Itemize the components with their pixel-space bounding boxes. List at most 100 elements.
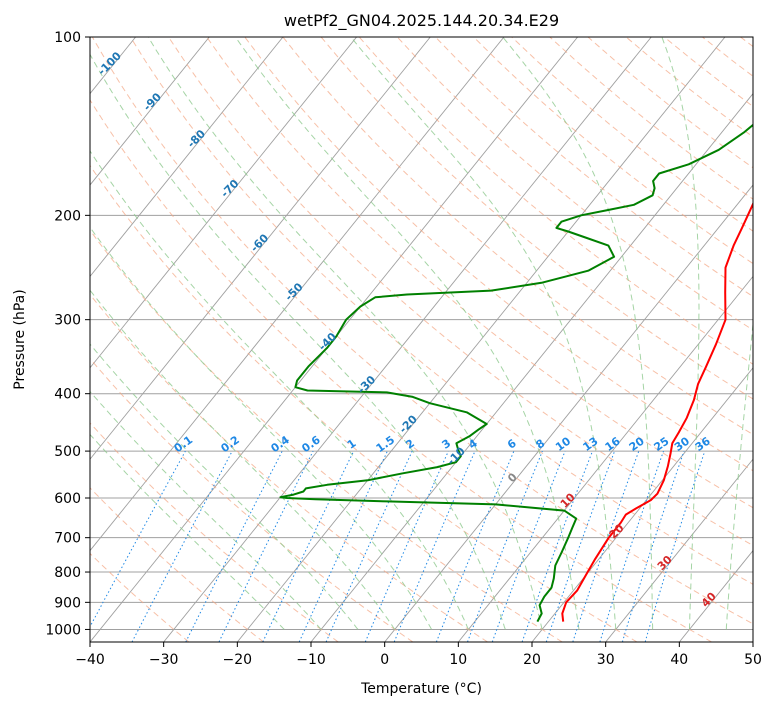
dry-adiabat-line: [321, 37, 775, 642]
moist-adiabat-line: [351, 37, 616, 629]
isotherm-line: [0, 37, 209, 642]
x-axis-label: Temperature (°C): [360, 681, 482, 697]
x-tick-label: 20: [523, 652, 541, 668]
isotherm-label: -100: [95, 49, 124, 78]
isotherm-line: [753, 37, 775, 642]
dry-adiabat-line: [0, 37, 264, 642]
y-tick-label: 100: [54, 30, 81, 46]
dry-adiabat-line: [0, 37, 413, 642]
mixing-ratio-label: 1.5: [374, 433, 397, 455]
mixing-ratio-label: 0.6: [299, 433, 323, 455]
dry-adiabat-line: [169, 37, 775, 642]
x-tick-label: −10: [296, 652, 326, 668]
mixing-ratio-line: [492, 451, 565, 642]
isotherm-line: [0, 37, 283, 642]
background-lines: [0, 37, 775, 642]
y-tick-label: 800: [54, 565, 81, 581]
x-tick-label: −20: [223, 652, 253, 668]
isotherm-line: [458, 37, 775, 642]
isotherm-label: 10: [558, 490, 578, 510]
y-tick-label: 200: [54, 208, 81, 224]
moist-adiabat-line: [726, 37, 774, 629]
mixing-ratio-line: [82, 451, 186, 642]
series-layer: [280, 37, 775, 622]
mixing-ratio-line: [522, 451, 592, 642]
x-tick-label: 50: [744, 652, 762, 668]
moist-adiabat-line: [662, 37, 699, 629]
y-tick-label: 700: [54, 531, 81, 547]
mixing-ratio-line: [468, 451, 543, 642]
y-tick-label: 400: [54, 387, 81, 403]
dry-adiabat-line: [702, 37, 775, 642]
dry-adiabat-line: [92, 37, 775, 642]
mixing-ratio-line: [365, 451, 448, 642]
isotherm-label: -70: [218, 177, 241, 200]
moist-adiabat-line: [27, 37, 469, 629]
isotherm-line: [0, 37, 62, 642]
moist-adiabat-line: [148, 37, 542, 629]
isotherm-label: -50: [282, 280, 305, 303]
isotherm-label: -40: [316, 330, 339, 353]
y-tick-label: 300: [54, 313, 81, 329]
dry-adiabat-line: [512, 37, 775, 642]
dewpoint-profile-line: [280, 37, 775, 622]
isotherm-line: [16, 37, 504, 642]
y-tick-label: 500: [54, 444, 81, 460]
dry-adiabat-line: [0, 37, 488, 642]
moist-adiabat-line: [0, 37, 321, 629]
isotherm-line: [311, 37, 775, 642]
mixing-ratio-line: [622, 451, 684, 642]
mixing-ratio-line: [186, 451, 282, 642]
x-tick-label: 30: [597, 652, 615, 668]
mixing-ratio-label: 4: [466, 437, 480, 452]
isotherm-line: [679, 37, 775, 642]
dry-adiabat-line: [0, 37, 189, 642]
x-tick-label: −40: [75, 652, 105, 668]
x-tick-label: 40: [670, 652, 688, 668]
mixing-ratio-line: [645, 451, 705, 642]
moist-adiabat-line: [81, 37, 506, 629]
mixing-ratio-label: 3: [440, 437, 454, 452]
y-axis-label: Pressure (hPa): [12, 289, 28, 389]
isotherm-label: -90: [141, 90, 164, 113]
mixing-ratio-line: [263, 451, 354, 642]
dry-adiabat-line: [0, 37, 562, 642]
mixing-ratio-line: [219, 451, 313, 642]
dry-adiabat-line: [741, 37, 775, 642]
mixing-ratio-label: 6: [505, 437, 519, 452]
mixing-ratio-label: 2: [403, 437, 417, 452]
dry-adiabat-line: [54, 37, 712, 642]
mixing-ratio-label: 0.4: [268, 433, 292, 455]
isotherm-line: [0, 37, 357, 642]
isotherm-label: 20: [607, 521, 627, 541]
y-tick-label: 900: [54, 595, 81, 611]
isotherm-line: [532, 37, 775, 642]
dry-adiabat-line: [588, 37, 775, 642]
isotherm-label: 40: [699, 590, 719, 610]
chart-title: wetPf2_GN04.2025.144.20.34.E29: [284, 11, 559, 31]
isotherm-line: [385, 37, 775, 642]
isotherm-line: [237, 37, 725, 642]
x-tick-label: 0: [380, 652, 389, 668]
isotherm-label: -20: [397, 412, 420, 435]
mixing-ratio-label: 0.1: [172, 433, 195, 455]
mixing-ratio-label: 8: [534, 437, 548, 452]
x-tick-label: 10: [449, 652, 467, 668]
temperature-profile-line: [562, 37, 775, 622]
x-tick-label: −30: [149, 652, 179, 668]
moist-adiabat-line: [503, 37, 653, 629]
dry-adiabat-line: [474, 37, 775, 642]
y-tick-label: 1000: [45, 622, 81, 638]
moist-adiabat-line: [0, 37, 284, 629]
dry-adiabat-line: [664, 37, 775, 642]
mixing-ratio-line: [394, 451, 475, 642]
isotherm-label: -80: [185, 127, 208, 150]
plot-frame: [90, 37, 753, 642]
isotherm-line: [0, 37, 430, 642]
mixing-ratio-line: [436, 451, 514, 642]
isotherm-label: 0: [505, 470, 520, 485]
isotherm-label: 30: [655, 553, 675, 573]
dry-adiabat-line: [207, 37, 775, 642]
